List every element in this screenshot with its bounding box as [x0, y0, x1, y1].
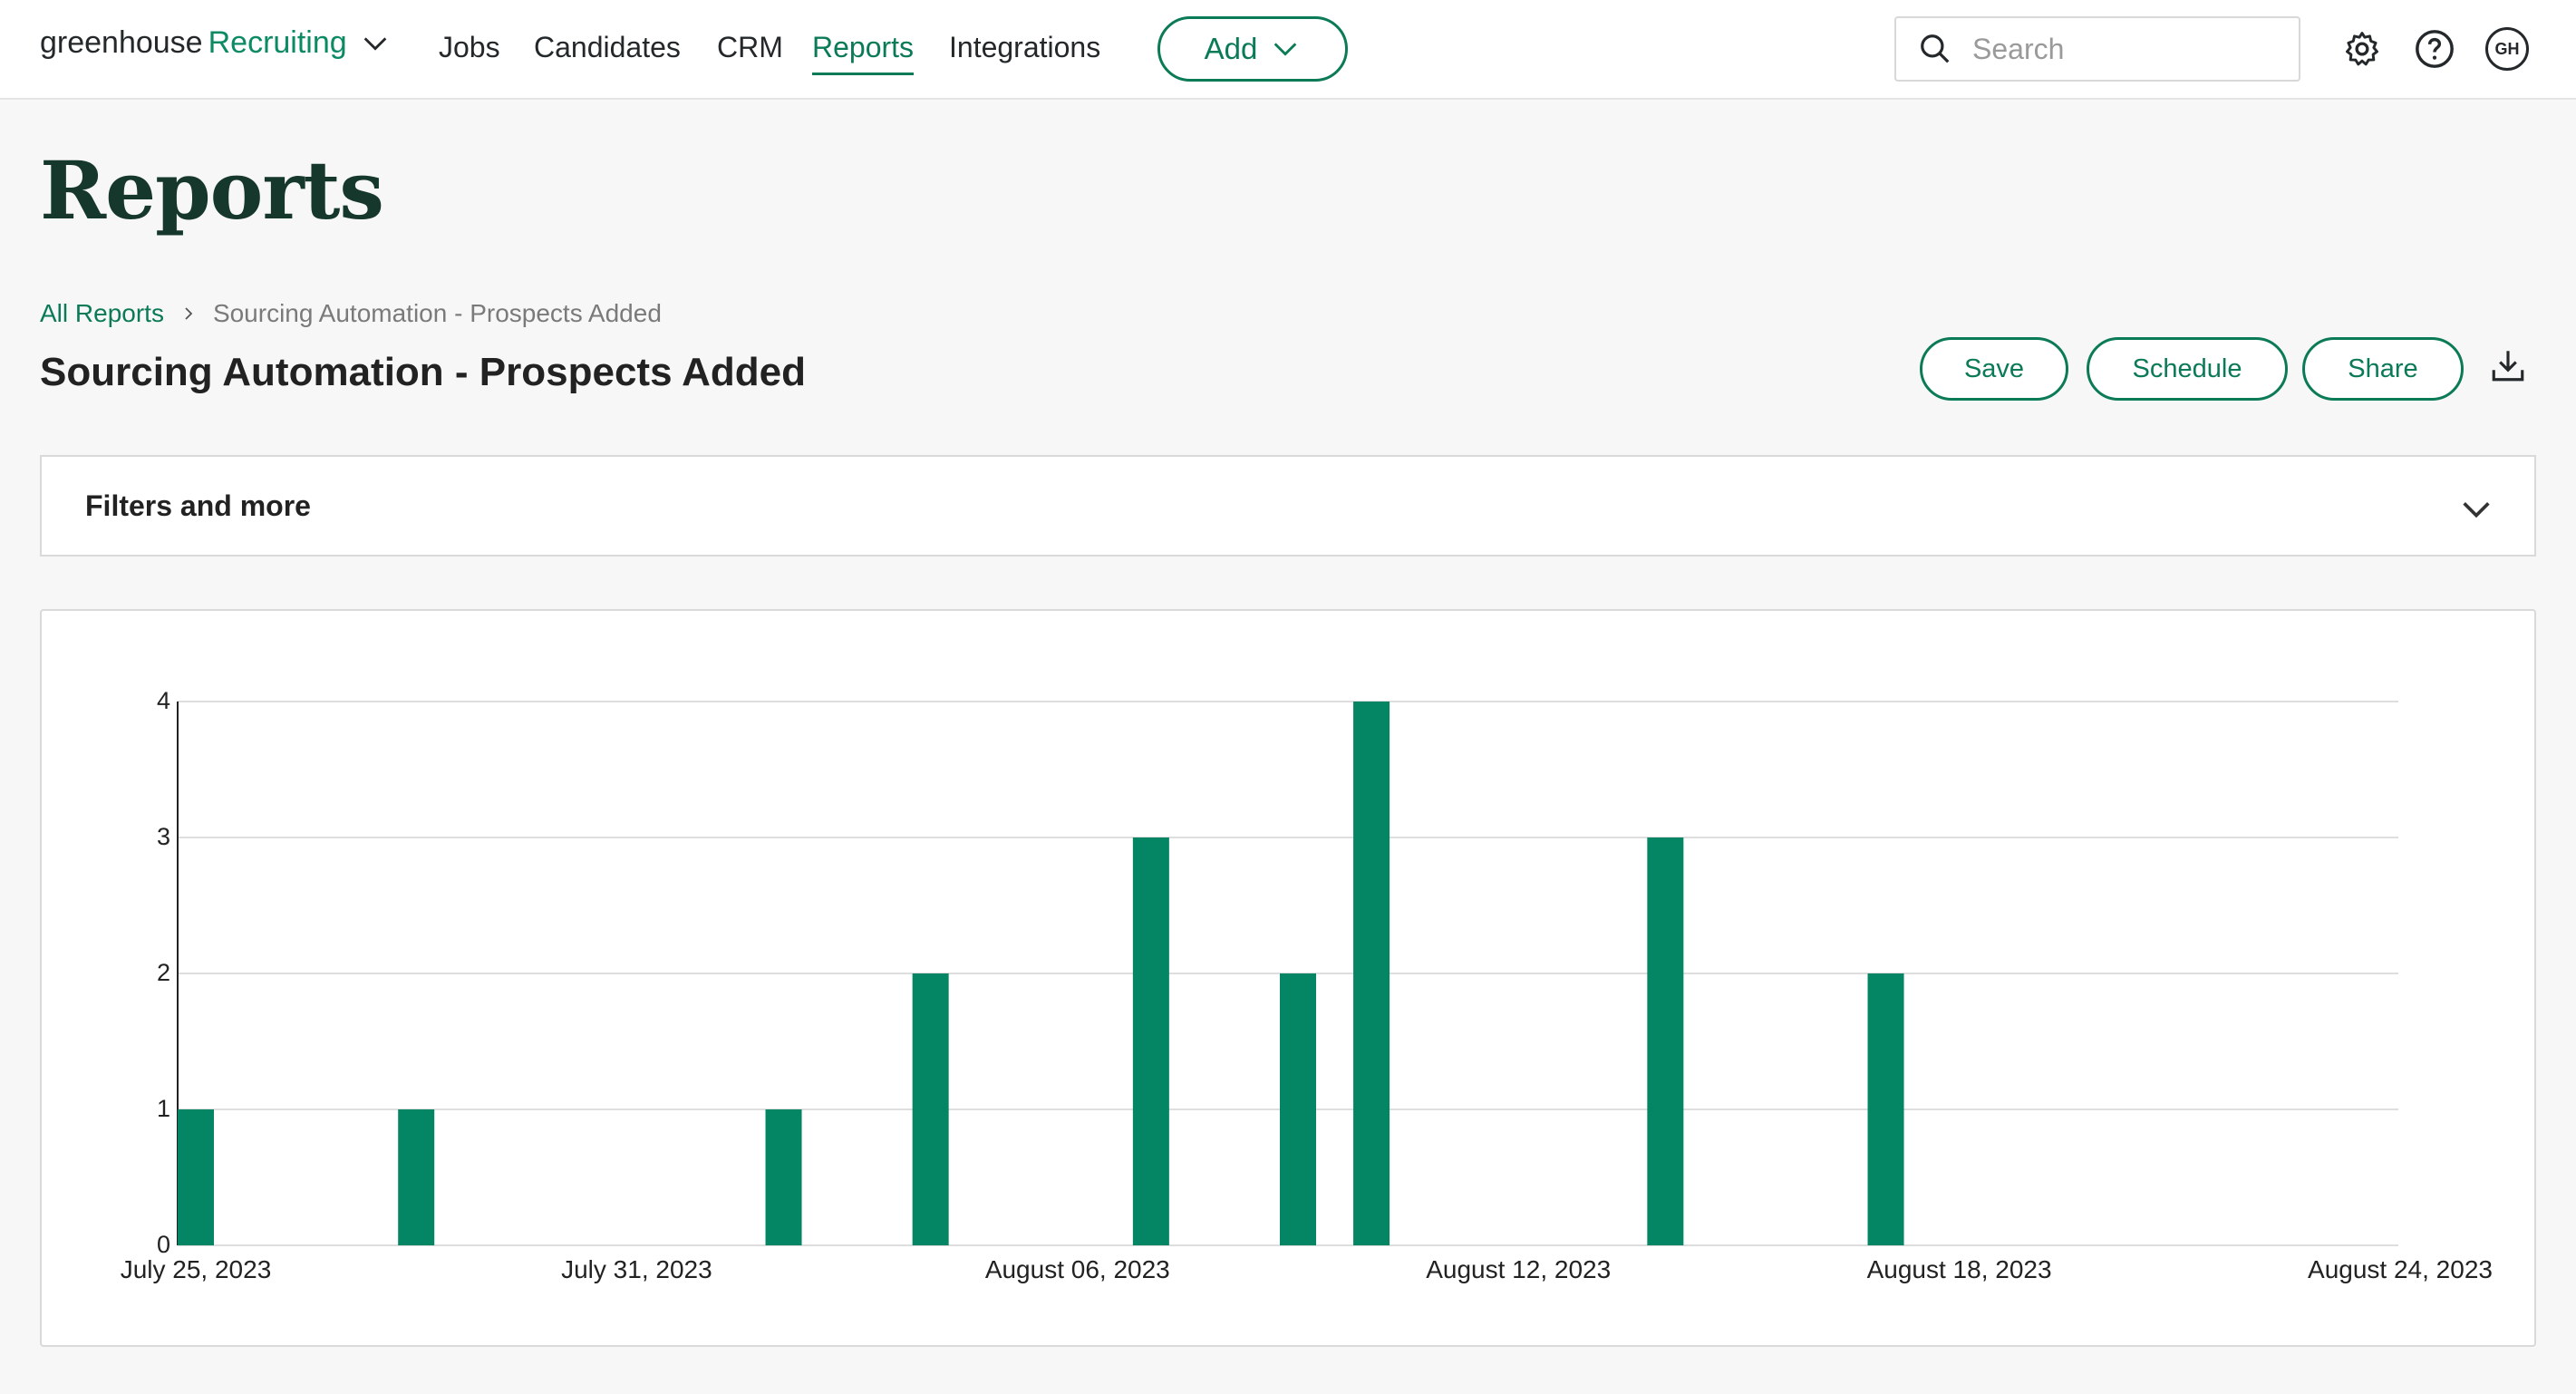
bar [1867, 973, 1904, 1245]
help-icon[interactable] [2413, 27, 2456, 71]
bar [398, 1109, 435, 1245]
y-tick-label: 3 [157, 823, 170, 850]
gear-icon[interactable] [2340, 27, 2384, 71]
nav-jobs[interactable]: Jobs [439, 31, 500, 63]
bar [765, 1109, 802, 1245]
bar [178, 1109, 214, 1245]
y-tick-label: 4 [157, 687, 170, 714]
bar [1647, 837, 1684, 1245]
x-tick-label: August 06, 2023 [985, 1255, 1170, 1283]
avatar[interactable]: GH [2485, 27, 2529, 71]
app-switcher[interactable]: greenhouse Recruiting [40, 25, 391, 61]
page-title: Reports [40, 143, 384, 237]
y-tick-label: 0 [157, 1231, 170, 1258]
bar [1132, 837, 1169, 1245]
schedule-button[interactable]: Schedule [2087, 337, 2288, 401]
nav-reports[interactable]: Reports [812, 31, 915, 75]
nav-candidates[interactable]: Candidates [534, 31, 681, 63]
filters-panel[interactable]: Filters and more [40, 455, 2536, 557]
add-button[interactable]: Add [1157, 16, 1348, 82]
bar [1353, 702, 1390, 1245]
filters-label: Filters and more [85, 489, 311, 522]
search-icon [1921, 34, 1950, 63]
nav-crm[interactable]: CRM [717, 31, 783, 63]
breadcrumb: All Reports Sourcing Automation - Prospe… [40, 299, 662, 328]
x-tick-label: August 18, 2023 [1867, 1255, 2052, 1283]
x-tick-label: August 24, 2023 [2308, 1255, 2493, 1283]
search-box[interactable] [1894, 16, 2300, 82]
logo-text: greenhouse [40, 25, 203, 60]
chart-card: 0 1 2 3 4 July 25, 2023 July 31, 2023 August 06… [40, 609, 2536, 1347]
nav-integrations[interactable]: Integrations [949, 31, 1101, 63]
share-button[interactable]: Share [2302, 337, 2464, 401]
breadcrumb-current: Sourcing Automation - Prospects Added [212, 299, 662, 327]
report-title: Sourcing Automation - Prospects Added [40, 350, 807, 394]
y-tick-label: 2 [157, 959, 170, 986]
x-tick-label: August 12, 2023 [1426, 1255, 1611, 1283]
search-input[interactable] [1972, 32, 2281, 66]
add-button-label: Add [1204, 32, 1258, 65]
save-button[interactable]: Save [1920, 337, 2068, 401]
y-tick-label: 1 [157, 1095, 170, 1122]
download-icon[interactable] [2489, 346, 2527, 384]
x-tick-label: July 31, 2023 [561, 1255, 712, 1283]
chevron-down-icon [2463, 502, 2490, 518]
bar [912, 973, 949, 1245]
chevron-right-icon [185, 307, 193, 320]
chevron-down-icon [363, 36, 387, 51]
logo-product-text: Recruiting [208, 25, 347, 60]
x-tick-label: July 25, 2023 [121, 1255, 272, 1283]
breadcrumb-all-reports[interactable]: All Reports [40, 299, 164, 327]
bar-chart: 0 1 2 3 4 July 25, 2023 July 31, 2023 August 06… [121, 687, 2493, 1283]
top-nav: greenhouse Recruiting Jobs Candidates CR… [0, 0, 2576, 100]
bar [1280, 973, 1316, 1245]
chevron-down-icon [1274, 43, 1297, 56]
